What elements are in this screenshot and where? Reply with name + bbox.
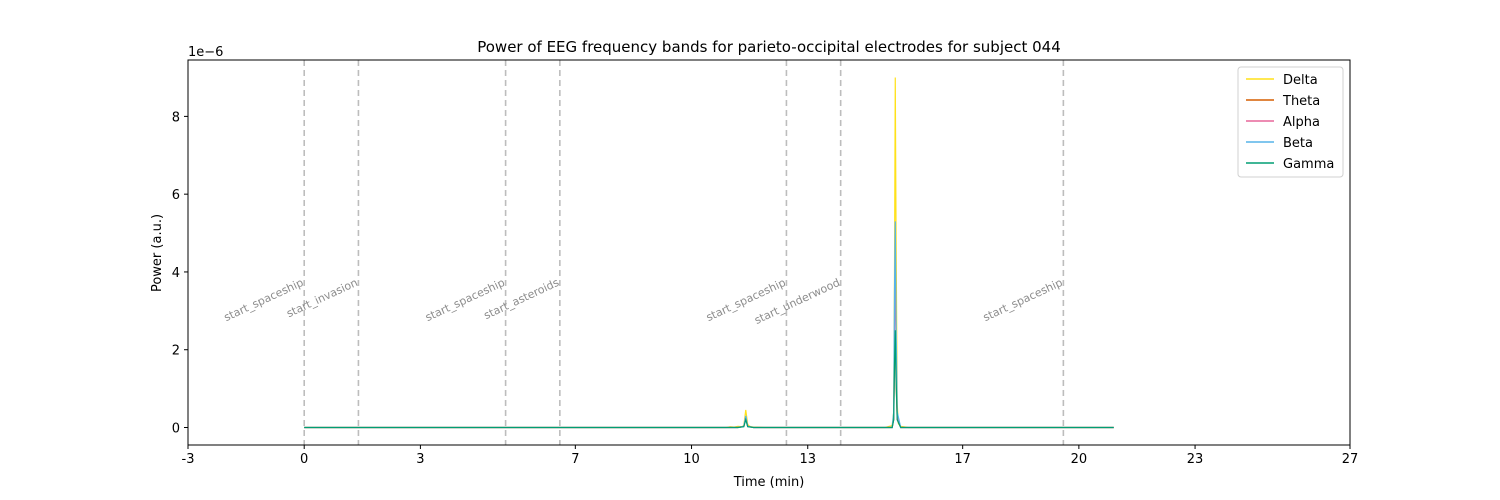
series-line-theta (304, 330, 1114, 429)
event-label: start_spaceship (981, 276, 1065, 324)
plot-frame (187, 59, 1351, 446)
x-tick-label: 10 (683, 452, 700, 467)
x-tick-label: 13 (799, 452, 816, 467)
legend-frame (1237, 66, 1344, 178)
x-axis-label: Time (min) (733, 475, 805, 490)
legend-label: Delta (1283, 73, 1318, 88)
series-line-gamma (304, 330, 1114, 429)
x-tick-label: 23 (1187, 452, 1204, 467)
y-tick-label: 2 (172, 344, 180, 359)
x-tick-label: 0 (300, 452, 308, 467)
y-tick-label: 0 (172, 422, 180, 437)
legend-label: Alpha (1283, 115, 1320, 130)
series-lines (304, 77, 1114, 429)
x-tick-label: 7 (571, 452, 579, 467)
y-axis-ticks: 0 2 4 6 8 (172, 110, 188, 437)
x-tick-label: 3 (416, 452, 424, 467)
y-offset-text: 1e−6 (188, 45, 223, 60)
x-axis-ticks: -3 0 3 7 10 13 17 20 23 27 (182, 445, 1359, 467)
chart-title: Power of EEG frequency bands for parieto… (477, 38, 1061, 56)
x-tick-label: 17 (954, 452, 971, 467)
series-line-beta (304, 221, 1114, 429)
y-tick-label: 4 (172, 266, 180, 281)
legend-label: Theta (1282, 94, 1320, 109)
x-tick-label: 20 (1071, 452, 1088, 467)
x-tick-label: -3 (182, 452, 195, 467)
legend: Delta Theta Alpha Beta Gamma (1237, 66, 1344, 178)
x-tick-label: 27 (1342, 452, 1359, 467)
series-line-delta (304, 77, 1114, 429)
legend-label: Beta (1283, 136, 1313, 151)
y-tick-label: 6 (172, 188, 180, 203)
y-tick-label: 8 (172, 110, 180, 125)
legend-label: Gamma (1283, 157, 1334, 172)
y-axis-label: Power (a.u.) (150, 214, 165, 292)
series-line-alpha (304, 252, 1114, 429)
